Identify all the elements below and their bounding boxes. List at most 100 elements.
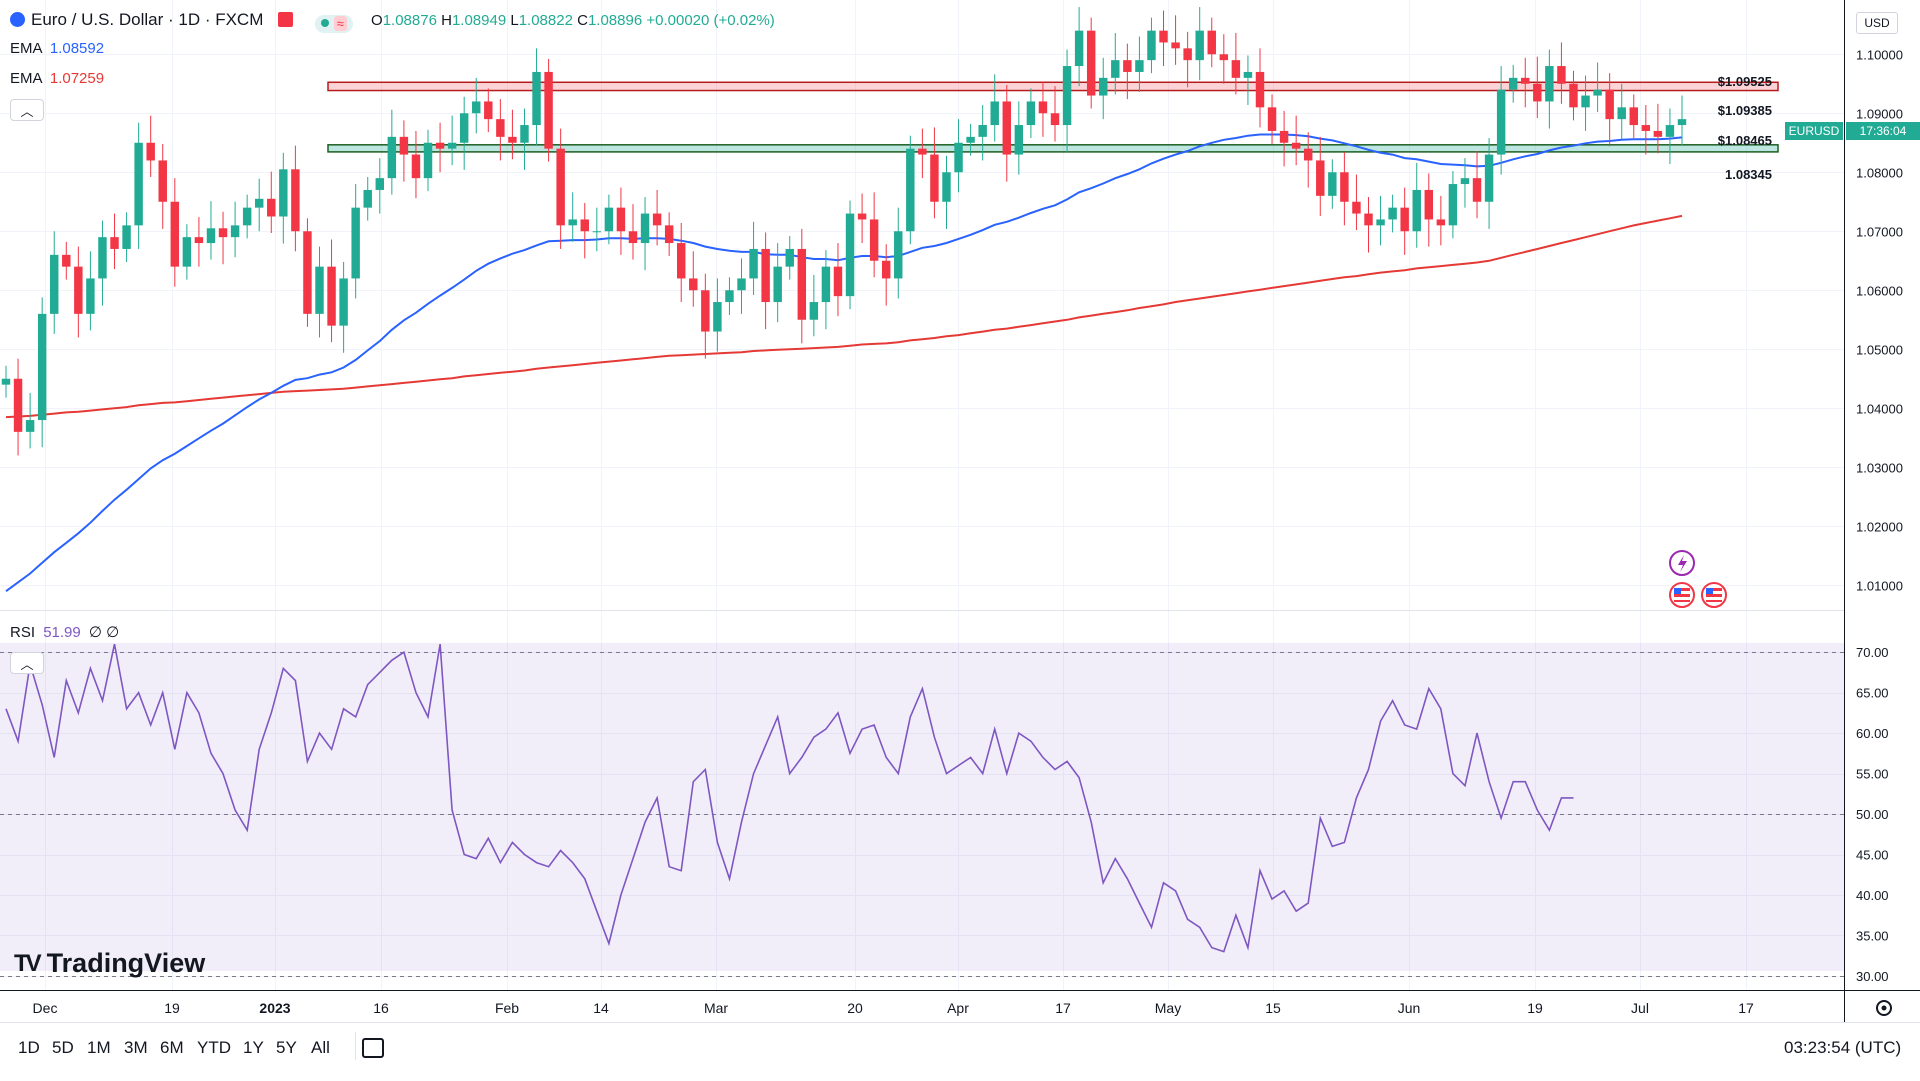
candle[interactable] xyxy=(62,241,71,280)
candle[interactable] xyxy=(1171,15,1180,65)
candle[interactable] xyxy=(74,246,83,338)
settings-icon[interactable] xyxy=(1876,1000,1892,1016)
candle[interactable] xyxy=(25,392,35,449)
candle[interactable] xyxy=(435,122,445,173)
candle[interactable] xyxy=(484,88,493,133)
candle[interactable] xyxy=(279,152,288,244)
timeframe-button[interactable]: 6M xyxy=(160,1038,184,1057)
candle[interactable] xyxy=(194,217,204,267)
candle[interactable] xyxy=(315,246,324,338)
rsi-legend[interactable]: RSI 51.99 ∅ ∅ xyxy=(10,624,120,641)
candle[interactable] xyxy=(1352,174,1361,231)
candle[interactable] xyxy=(652,189,662,246)
collapse-rsi-button[interactable]: ︿ xyxy=(10,652,44,674)
candle[interactable] xyxy=(628,204,638,260)
candle[interactable] xyxy=(592,207,602,252)
candle[interactable] xyxy=(1111,33,1120,95)
candle[interactable] xyxy=(701,273,710,359)
candle[interactable] xyxy=(218,211,228,265)
collapse-legend-button[interactable]: ︿ xyxy=(10,99,44,121)
candle[interactable] xyxy=(1147,17,1156,74)
candle[interactable] xyxy=(532,48,541,146)
candle[interactable] xyxy=(1364,197,1373,253)
timeframe-button[interactable]: 5D xyxy=(52,1038,74,1057)
candle[interactable] xyxy=(1159,10,1168,67)
candle[interactable] xyxy=(1569,70,1578,121)
candle[interactable] xyxy=(1665,108,1675,164)
candle[interactable] xyxy=(110,213,119,270)
candle[interactable] xyxy=(640,197,650,271)
candle[interactable] xyxy=(242,194,252,239)
candle[interactable] xyxy=(1605,73,1614,147)
candle[interactable] xyxy=(1581,75,1590,131)
candle[interactable] xyxy=(604,194,614,245)
candle[interactable] xyxy=(942,155,951,229)
candle[interactable] xyxy=(1472,151,1482,219)
candle[interactable] xyxy=(797,228,807,344)
ema-slow-legend[interactable]: EMA 1.07259 xyxy=(10,70,105,87)
candle[interactable] xyxy=(37,297,47,448)
candle[interactable] xyxy=(785,235,794,280)
candle[interactable] xyxy=(363,176,372,221)
candle[interactable] xyxy=(978,104,987,161)
candle[interactable] xyxy=(616,187,626,255)
candle[interactable] xyxy=(857,193,867,244)
candle[interactable] xyxy=(158,143,167,229)
candle[interactable] xyxy=(918,128,927,179)
candle[interactable] xyxy=(664,212,674,257)
candle[interactable] xyxy=(689,251,698,307)
candle[interactable] xyxy=(954,119,963,193)
candle[interactable] xyxy=(894,207,903,299)
candle[interactable] xyxy=(520,108,529,170)
timeframe-button[interactable]: YTD xyxy=(197,1038,231,1057)
date-range-icon[interactable] xyxy=(362,1038,384,1058)
candle[interactable] xyxy=(1617,83,1626,140)
candle[interactable] xyxy=(1099,57,1108,120)
candle[interactable] xyxy=(267,171,276,234)
candle[interactable] xyxy=(86,251,95,331)
candle[interactable] xyxy=(1231,33,1241,95)
rsi-axis[interactable]: 30.00 35.00 40.00 45.00 50.00 55.00 60.00 65.00… xyxy=(1856,645,1889,984)
candle[interactable] xyxy=(881,244,891,306)
candle[interactable] xyxy=(930,127,939,219)
timeframe-button[interactable]: 1Y xyxy=(243,1038,264,1057)
candle[interactable] xyxy=(1496,66,1506,175)
candle[interactable] xyxy=(327,239,336,343)
candle[interactable] xyxy=(1448,171,1458,239)
candle[interactable] xyxy=(1436,195,1446,246)
currency-selector[interactable]: USD xyxy=(1856,12,1898,34)
candle[interactable] xyxy=(1545,49,1554,129)
candle[interactable] xyxy=(1243,55,1253,105)
candle[interactable] xyxy=(1074,7,1084,87)
candle[interactable] xyxy=(351,184,360,299)
candle[interactable] xyxy=(1376,195,1385,246)
candle[interactable] xyxy=(339,261,348,353)
candles[interactable] xyxy=(1,7,1687,456)
candle[interactable] xyxy=(773,243,782,323)
candle[interactable] xyxy=(821,250,831,330)
candle[interactable] xyxy=(1388,194,1397,233)
candle[interactable] xyxy=(1183,31,1192,88)
candle[interactable] xyxy=(1400,187,1409,255)
candle[interactable] xyxy=(1508,64,1518,103)
candle[interactable] xyxy=(749,221,758,295)
candle[interactable] xyxy=(1340,152,1349,226)
candle[interactable] xyxy=(459,96,469,170)
candle[interactable] xyxy=(990,74,999,142)
globe-icon[interactable] xyxy=(10,12,25,27)
candle[interactable] xyxy=(1086,17,1096,109)
event-icons[interactable] xyxy=(1669,550,1727,608)
candle[interactable] xyxy=(1557,42,1566,104)
candle[interactable] xyxy=(472,77,481,134)
chart-canvas[interactable]: 1.01000 1.02000 1.03000 1.04000 1.05000 1.060… xyxy=(0,0,1920,1022)
candle[interactable] xyxy=(1255,48,1265,128)
candle[interactable] xyxy=(182,224,192,280)
symbol-title[interactable]: Euro / U.S. Dollar · 1D · FXCM xyxy=(31,10,264,29)
candle[interactable] xyxy=(1328,159,1337,209)
candle[interactable] xyxy=(1038,81,1048,137)
candle[interactable] xyxy=(122,212,131,262)
candle[interactable] xyxy=(906,135,915,245)
candle[interactable] xyxy=(134,122,143,249)
candle[interactable] xyxy=(1267,94,1277,144)
candle[interactable] xyxy=(556,128,565,249)
